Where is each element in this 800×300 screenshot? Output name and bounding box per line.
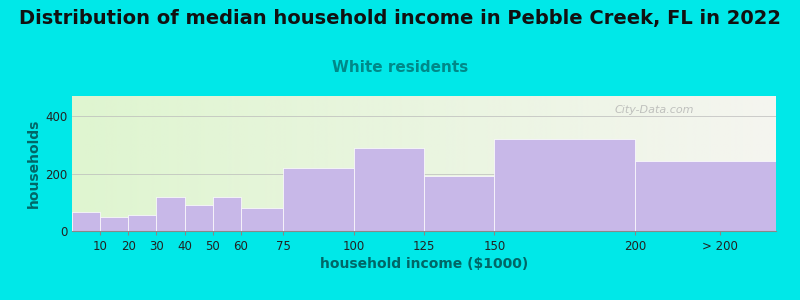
Bar <box>100 217 128 231</box>
Y-axis label: households: households <box>26 119 41 208</box>
Bar <box>72 212 100 231</box>
Text: City-Data.com: City-Data.com <box>614 105 694 116</box>
Text: White residents: White residents <box>332 60 468 75</box>
Bar <box>241 208 283 231</box>
Bar <box>494 139 635 231</box>
Bar <box>635 160 776 231</box>
Bar <box>185 205 213 231</box>
Text: Distribution of median household income in Pebble Creek, FL in 2022: Distribution of median household income … <box>19 9 781 28</box>
Bar <box>213 196 241 231</box>
Bar <box>128 215 157 231</box>
Bar <box>354 148 424 231</box>
Bar <box>283 168 354 231</box>
Bar <box>157 196 185 231</box>
Bar <box>424 176 494 231</box>
X-axis label: household income ($1000): household income ($1000) <box>320 257 528 271</box>
